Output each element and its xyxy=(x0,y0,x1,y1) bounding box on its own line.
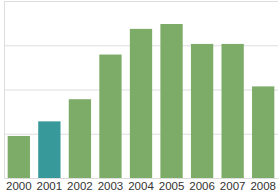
x-tick-label: 2001 xyxy=(37,180,63,192)
x-tick-label: 2005 xyxy=(159,180,185,192)
bar xyxy=(160,24,182,178)
bar xyxy=(191,44,213,178)
x-axis-line xyxy=(5,178,279,179)
y-tick xyxy=(4,1,278,2)
bar xyxy=(252,86,274,178)
x-tick: 2003 xyxy=(98,178,124,192)
chart: 2000 2001 2002 2003 2004 2005 2006 2007 2008 xyxy=(0,0,280,195)
x-tick-label: 2000 xyxy=(6,180,32,192)
x-tick: 2007 xyxy=(220,178,246,192)
bar xyxy=(69,99,91,178)
bar xyxy=(8,136,30,178)
x-tick: 2000 xyxy=(6,178,32,192)
x-tick-label: 2002 xyxy=(67,180,93,192)
y-axis xyxy=(4,2,278,179)
x-tick-label: 2007 xyxy=(220,180,246,192)
x-tick: 2002 xyxy=(67,178,93,192)
x-tick: 2004 xyxy=(128,178,154,192)
x-tick: 2006 xyxy=(189,178,215,192)
y-tick xyxy=(4,178,278,179)
bar xyxy=(99,55,121,178)
y-axis-line xyxy=(5,2,279,179)
x-tick-label: 2008 xyxy=(250,180,276,192)
x-tick-label: 2006 xyxy=(189,180,215,192)
bar xyxy=(38,121,60,178)
x-tick-label: 2004 xyxy=(128,180,154,192)
bar xyxy=(130,29,152,178)
x-tick: 2008 xyxy=(250,178,276,192)
bars xyxy=(8,24,275,178)
x-tick: 2001 xyxy=(37,178,63,192)
x-tick: 2005 xyxy=(159,178,185,192)
grid-line xyxy=(4,1,278,2)
grid-line xyxy=(4,178,278,179)
x-axis: 2000 2001 2002 2003 2004 2005 2006 2007 2008 xyxy=(5,178,279,192)
x-tick-label: 2003 xyxy=(98,180,124,192)
plot: 2000 2001 2002 2003 2004 2005 2006 2007 2008 xyxy=(4,2,279,193)
bar xyxy=(221,44,243,178)
